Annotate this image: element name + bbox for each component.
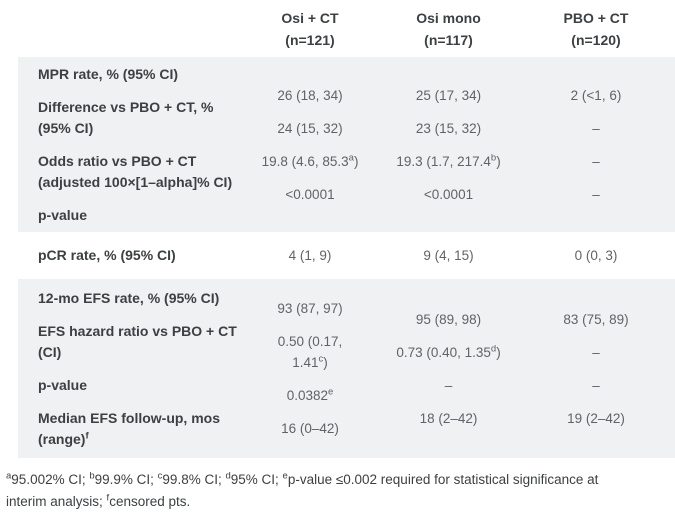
row-label: pCR rate, % (95% CI) — [38, 247, 176, 263]
column-n: (n=120) — [571, 31, 621, 48]
cell-value: 83 (75, 89) — [563, 311, 629, 327]
footnote: a95.002% CI; b99.9% CI; c99.8% CI; d95% … — [6, 469, 663, 513]
cell-value: <0.0001 — [285, 186, 335, 202]
row-label: p-value — [38, 206, 88, 223]
cell-value: 18 (2–42) — [419, 410, 478, 426]
table-section: 12-mo EFS rate, % (95% CI) EFS hazard rat… — [18, 279, 675, 458]
table-section: MPR rate, % (95% CI) Difference vs PBO + … — [18, 57, 675, 232]
cell-value: 2 (<1, 6) — [570, 87, 622, 103]
row-label: 12-mo EFS rate, % (95% CI) — [38, 289, 220, 306]
cell-value: – — [592, 377, 600, 393]
cell-value: 19 (2–42) — [567, 410, 625, 426]
value-column: 95 (89, 98) 0.73 (0.40, 1.35d) – 18 (2–42) — [380, 279, 517, 458]
cell-value: 23 (15, 32) — [415, 120, 482, 136]
cell-value: – — [444, 377, 453, 393]
row-label: MPR rate, % (95% CI) — [38, 65, 179, 82]
cell-value: – — [592, 344, 600, 360]
row-label: Odds ratio vs PBO + CT (adjusted 100×[1–a… — [38, 152, 233, 190]
cell-value: – — [592, 186, 600, 202]
cell-value: 19.8 (4.6, 85.3a) — [261, 152, 359, 169]
cell-value: 9 (4, 15) — [423, 248, 474, 263]
column-n: (n=117) — [424, 31, 473, 48]
value-column: 83 (75, 89) – – 19 (2–42) — [517, 279, 675, 458]
results-table: Osi + CT (n=121) Osi mono (n=117) PBO + CT (n… — [0, 0, 675, 458]
value-column: 93 (87, 97) 0.50 (0.17, 1.41c) 0.0382e 16 (0… — [240, 279, 380, 458]
cell-value: 19.3 (1.7, 217.4b) — [396, 152, 501, 169]
value-column: 0 (0, 3) — [517, 232, 675, 279]
column-header: Osi mono (n=117) — [380, 7, 517, 51]
column-name: Osi mono — [416, 9, 481, 26]
row-label-column: MPR rate, % (95% CI) Difference vs PBO + … — [18, 57, 240, 232]
cell-value: – — [592, 153, 600, 169]
table-header-row: Osi + CT (n=121) Osi mono (n=117) PBO + CT (n… — [18, 0, 675, 57]
cell-value: 24 (15, 32) — [277, 120, 343, 136]
cell-value: 16 (0–42) — [281, 421, 339, 436]
cell-value: 0.73 (0.40, 1.35d) — [396, 343, 501, 360]
cell-value: 4 (1, 9) — [288, 248, 332, 263]
cell-value: 0.50 (0.17, 1.41c) — [277, 334, 343, 370]
cell-value: 93 (87, 97) — [277, 301, 343, 316]
cell-value: 0.0382e — [286, 386, 334, 403]
table-section: pCR rate, % (95% CI) 4 (1, 9) 9 (4, 15) 0 (… — [18, 232, 675, 279]
column-name: PBO + CT — [563, 9, 629, 26]
cell-value: 0 (0, 3) — [574, 248, 618, 263]
cell-value: 25 (17, 34) — [415, 87, 482, 103]
row-label: p-value — [38, 376, 88, 393]
row-label: EFS hazard ratio vs PBO + CT (CI) — [38, 322, 237, 360]
footnote-line: a95.002% CI; b99.9% CI; c99.8% CI; d95% … — [6, 470, 599, 487]
value-column: 2 (<1, 6) – – – — [517, 57, 675, 232]
row-label: Difference vs PBO + CT, % (95% CI) — [38, 98, 214, 136]
value-column: 26 (18, 34) 24 (15, 32) 19.8 (4.6, 85.3a) <… — [240, 57, 380, 232]
footnote-line: interim analysis; fcensored pts. — [6, 492, 191, 509]
table-body: MPR rate, % (95% CI) Difference vs PBO + … — [0, 57, 675, 458]
column-n: (n=121) — [285, 31, 335, 48]
value-column: 4 (1, 9) — [240, 232, 380, 279]
column-header: PBO + CT (n=120) — [517, 7, 675, 51]
row-label-column: 12-mo EFS rate, % (95% CI) EFS hazard rat… — [18, 279, 240, 458]
value-column: 25 (17, 34) 23 (15, 32) 19.3 (1.7, 217.4b)… — [380, 57, 517, 232]
row-label-column: pCR rate, % (95% CI) — [18, 232, 240, 279]
cell-value: <0.0001 — [423, 186, 474, 202]
column-name: Osi + CT — [281, 9, 339, 26]
row-label: Median EFS follow-up, mos (range)f — [38, 409, 220, 447]
value-column: 9 (4, 15) — [380, 232, 517, 279]
cell-value: 95 (89, 98) — [415, 311, 482, 327]
cell-value: 26 (18, 34) — [277, 87, 343, 103]
cell-value: – — [592, 120, 600, 136]
column-header: Osi + CT (n=121) — [240, 7, 380, 51]
